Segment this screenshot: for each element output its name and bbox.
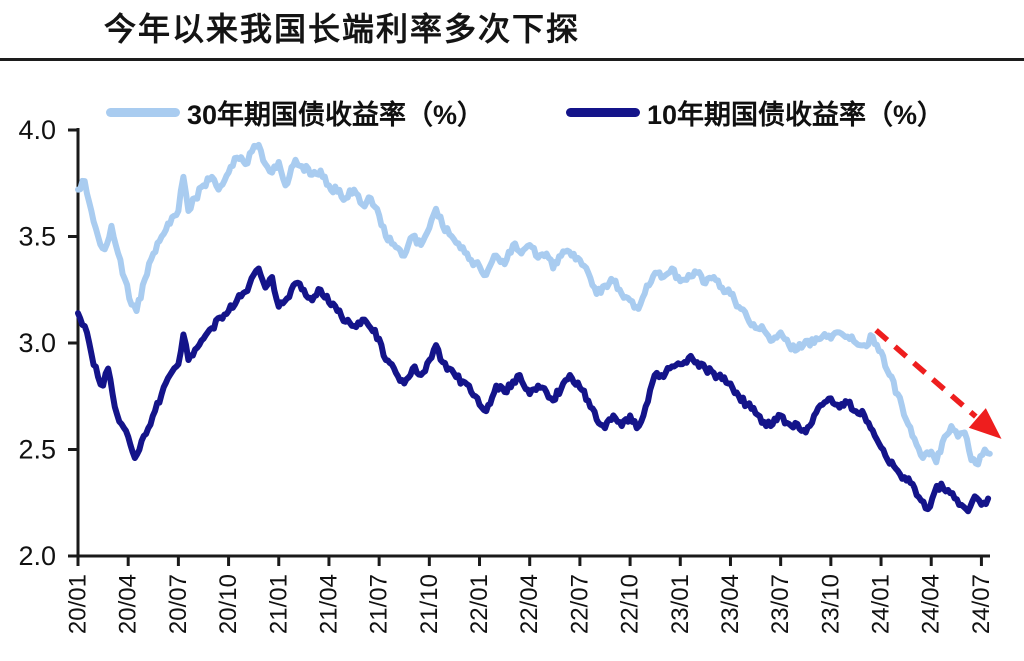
legend-label-10y: 10年期国债收益率（%）	[647, 99, 945, 130]
legend-swatch-10y-line	[566, 107, 640, 117]
x-tick-label: 22/10	[617, 574, 644, 634]
series-line-10y	[75, 265, 992, 515]
x-tick-label: 21/04	[315, 574, 342, 634]
x-tick-label: 22/04	[516, 574, 543, 634]
x-tick-label: 21/10	[416, 574, 443, 634]
x-tick-label: 22/01	[466, 574, 493, 634]
x-tick-label: 21/07	[366, 574, 393, 634]
x-tick-label: 20/10	[215, 574, 242, 634]
x-tick-label: 24/04	[918, 574, 945, 634]
x-tick-label: 22/07	[566, 574, 593, 634]
y-tick-label: 3.0	[18, 328, 56, 358]
x-tick-label: 23/10	[817, 574, 844, 634]
trend-arrow-shaft	[874, 328, 978, 419]
y-tick-label: 3.5	[18, 222, 56, 252]
trend-arrow-head	[968, 408, 1002, 439]
legend-swatch-30y-line	[106, 107, 180, 117]
legend: 30年期国债收益率（%） 10年期国债收益率（%）	[0, 94, 1024, 130]
x-tick-label: 20/04	[115, 574, 142, 634]
x-tick-label: 23/04	[717, 574, 744, 634]
x-tick-label: 21/01	[265, 574, 292, 634]
series-line-30y	[75, 141, 993, 468]
x-tick-label: 23/07	[767, 574, 794, 634]
legend-item-30y: 30年期国债收益率（%）	[106, 94, 484, 130]
x-tick-label: 20/01	[65, 574, 92, 634]
y-tick-label: 2.5	[18, 435, 56, 465]
chart-title: 今年以来我国长端利率多次下探	[104, 10, 581, 48]
y-tick-label: 2.0	[18, 541, 56, 571]
x-tick-label: 23/01	[667, 574, 694, 634]
legend-label-30y: 30年期国债收益率（%）	[187, 99, 485, 130]
title-divider	[0, 58, 1024, 61]
x-tick-label: 24/07	[968, 574, 995, 634]
y-tick-label: 4.0	[18, 115, 56, 145]
x-tick-label: 20/07	[165, 574, 192, 634]
x-tick-label: 24/01	[868, 574, 895, 634]
legend-item-10y: 10年期国债收益率（%）	[566, 94, 944, 130]
